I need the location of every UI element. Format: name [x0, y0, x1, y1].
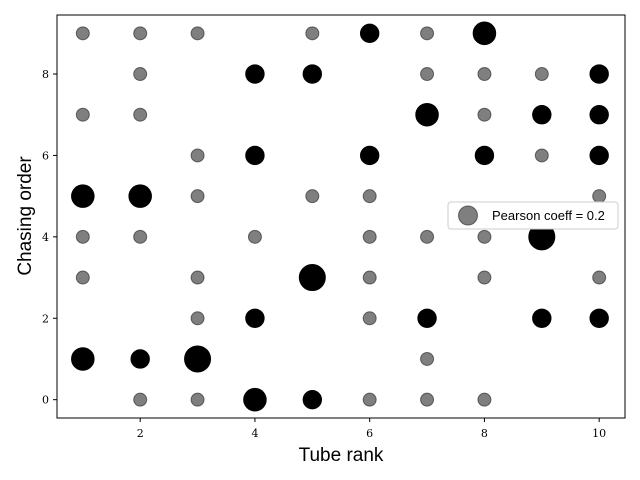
data-point [362, 392, 377, 407]
data-point [130, 349, 150, 369]
data-point [589, 105, 609, 125]
data-point [532, 308, 552, 328]
data-point [75, 26, 90, 41]
data-point [298, 264, 326, 292]
data-point [477, 67, 492, 82]
data-point [133, 229, 148, 244]
y-tick-label: 2 [42, 312, 49, 325]
data-points [71, 21, 609, 412]
legend: Pearson coeff = 0.2 [447, 201, 619, 230]
legend-box [447, 201, 619, 230]
data-point [420, 392, 435, 407]
x-tick-label: 8 [481, 427, 488, 440]
data-point [474, 145, 495, 166]
plot-area-frame [56, 14, 626, 419]
data-point [477, 229, 492, 244]
data-point [184, 345, 212, 373]
legend-label: Pearson coeff = 0.2 [492, 208, 605, 223]
data-point [133, 26, 148, 41]
data-point [71, 184, 95, 208]
data-point [245, 64, 265, 84]
data-point [71, 347, 95, 371]
data-point [420, 67, 435, 82]
data-point [417, 308, 437, 328]
data-point [190, 311, 205, 326]
data-point [534, 67, 549, 82]
data-point [75, 270, 90, 285]
data-point [589, 145, 609, 166]
data-point [420, 351, 435, 366]
data-point [305, 26, 320, 41]
data-point [477, 270, 492, 285]
data-point [190, 148, 205, 163]
data-point [589, 308, 609, 328]
data-point [247, 229, 262, 244]
data-point [534, 148, 549, 163]
x-tick-label: 6 [366, 427, 373, 440]
x-axis-label: Tube rank [299, 445, 384, 466]
data-point [592, 270, 607, 285]
data-point [302, 389, 323, 410]
data-point [190, 270, 205, 285]
data-point [245, 308, 265, 328]
data-point [589, 64, 609, 84]
data-point [128, 184, 152, 208]
data-point [75, 107, 90, 122]
data-point [75, 229, 90, 244]
y-tick-label: 8 [42, 68, 49, 81]
data-point [472, 21, 497, 46]
data-point [359, 145, 380, 166]
legend-marker [458, 205, 478, 226]
data-point [305, 189, 320, 204]
data-point [420, 26, 435, 41]
y-axis-ticks: 0 2 4 6 8 [42, 68, 57, 407]
data-point [477, 107, 492, 122]
data-point [359, 23, 380, 44]
y-tick-label: 4 [42, 231, 49, 244]
data-point [243, 387, 267, 412]
data-point [420, 229, 435, 244]
y-axis-label: Chasing order [15, 156, 36, 276]
y-tick-label: 0 [42, 394, 49, 407]
data-point [415, 102, 439, 127]
data-point [362, 189, 377, 204]
x-tick-label: 2 [137, 427, 144, 440]
data-point [362, 311, 377, 326]
data-point [190, 392, 205, 407]
data-point [302, 64, 323, 84]
data-point [133, 107, 148, 122]
x-tick-label: 4 [251, 427, 258, 440]
data-point [133, 392, 148, 407]
data-point [362, 229, 377, 244]
data-point [592, 189, 607, 204]
data-point [532, 105, 552, 125]
data-point [190, 189, 205, 204]
x-axis-ticks: 2 4 6 8 10 [137, 418, 606, 440]
data-point [133, 67, 148, 82]
x-tick-label: 10 [592, 427, 606, 440]
data-point [362, 270, 377, 285]
data-point [245, 145, 265, 166]
data-point [190, 26, 205, 41]
y-tick-label: 6 [42, 149, 49, 162]
data-point [477, 392, 492, 407]
